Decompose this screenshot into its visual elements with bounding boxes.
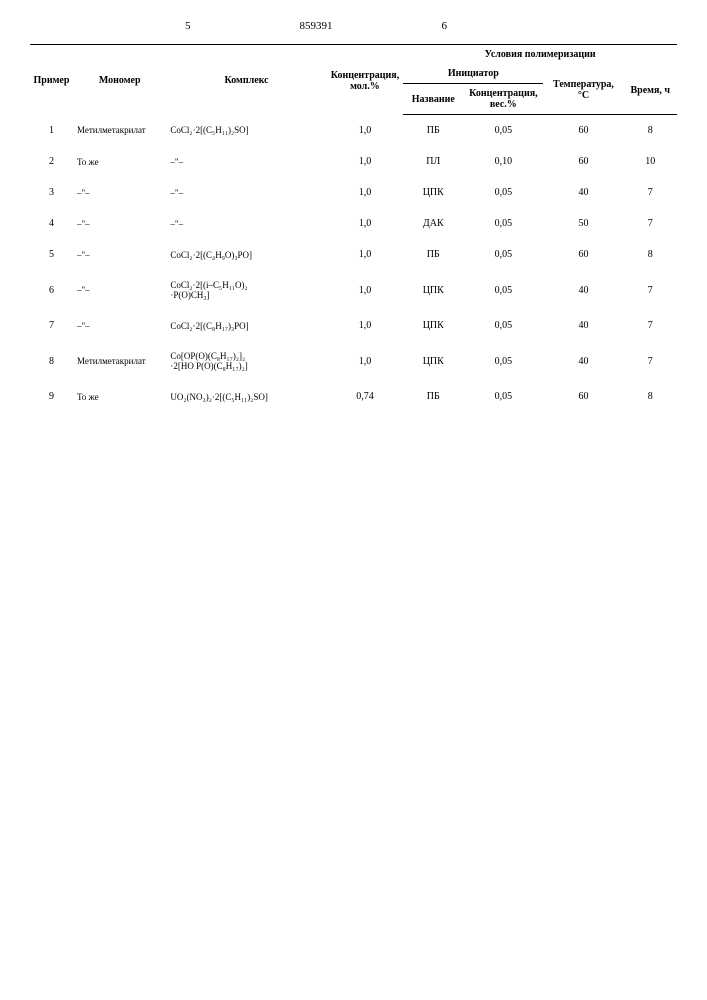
cell-init-konc: 0,05 <box>463 310 543 341</box>
cell-monomer: –"– <box>73 239 166 270</box>
cell-primer: 8 <box>30 341 73 381</box>
cell-init-konc: 0,05 <box>463 208 543 239</box>
cell-monomer: Метилметакрилат <box>73 115 166 147</box>
cell-konc: 1,0 <box>327 208 404 239</box>
cell-time: 7 <box>624 208 677 239</box>
cell-init-konc: 0,10 <box>463 146 543 177</box>
cell-konc: 1,0 <box>327 341 404 381</box>
cell-init-konc: 0,05 <box>463 177 543 208</box>
cell-temp: 60 <box>543 146 623 177</box>
header-far-right: 6 <box>442 20 448 32</box>
table-row: 2То же–"–1,0ПЛ0,106010 <box>30 146 677 177</box>
cell-time: 7 <box>624 341 677 381</box>
cell-primer: 1 <box>30 115 73 147</box>
col-init-konc: Концентрация, вес.% <box>463 84 543 115</box>
cell-komplex: CoCl₂·2[(C₅H₁₁)₂SO] <box>166 115 326 147</box>
table-row: 8МетилметакрилатCo[OP(O)(C₈H₁₇)₂]₂·2[HO … <box>30 341 677 381</box>
col-init-name: Название <box>403 84 463 115</box>
cell-konc: 1,0 <box>327 115 404 147</box>
cell-init-konc: 0,05 <box>463 341 543 381</box>
cell-konc: 1,0 <box>327 310 404 341</box>
cell-komplex: CoCl₂·2[(i–C₅H₁₁O)₂·P(O)CH₃] <box>166 270 326 310</box>
cell-konc: 1,0 <box>327 146 404 177</box>
table-row: 7–"–CoCl₂·2[(C₈H₁₇)₃PO]1,0ЦПК0,05407 <box>30 310 677 341</box>
cell-primer: 4 <box>30 208 73 239</box>
cell-komplex: CoCl₂·2[(C₄H₉O)₃PO] <box>166 239 326 270</box>
table-row: 1МетилметакрилатCoCl₂·2[(C₅H₁₁)₂SO]1,0ПБ… <box>30 115 677 147</box>
cell-konc: 0,74 <box>327 381 404 412</box>
cell-komplex: –"– <box>166 177 326 208</box>
cell-init-name: ЦПК <box>403 341 463 381</box>
col-conditions-group: Условия полимеризации <box>403 45 677 65</box>
cell-temp: 60 <box>543 115 623 147</box>
table-row: 5–"–CoCl₂·2[(C₄H₉O)₃PO]1,0ПБ0,05608 <box>30 239 677 270</box>
cell-temp: 40 <box>543 177 623 208</box>
cell-temp: 40 <box>543 310 623 341</box>
table-row: 3–"––"–1,0ЦПК0,05407 <box>30 177 677 208</box>
col-primer: Пример <box>30 45 73 115</box>
header-left: 5 <box>185 20 191 32</box>
col-komplex: Комплекс <box>166 45 326 115</box>
cell-monomer: –"– <box>73 310 166 341</box>
header-right: 859391 <box>300 20 333 32</box>
cell-monomer: То же <box>73 381 166 412</box>
cell-primer: 5 <box>30 239 73 270</box>
cell-temp: 50 <box>543 208 623 239</box>
cell-time: 8 <box>624 239 677 270</box>
cell-init-konc: 0,05 <box>463 239 543 270</box>
cell-init-name: ДАК <box>403 208 463 239</box>
cell-temp: 40 <box>543 341 623 381</box>
col-initiator-group: Инициатор <box>403 64 543 84</box>
cell-primer: 3 <box>30 177 73 208</box>
cell-init-name: ЦПК <box>403 310 463 341</box>
cell-monomer: –"– <box>73 208 166 239</box>
cell-komplex: –"– <box>166 208 326 239</box>
cell-temp: 40 <box>543 270 623 310</box>
cell-init-name: ПБ <box>403 115 463 147</box>
col-monomer: Мономер <box>73 45 166 115</box>
cell-konc: 1,0 <box>327 270 404 310</box>
cell-temp: 60 <box>543 381 623 412</box>
cell-time: 8 <box>624 115 677 147</box>
cell-time: 10 <box>624 146 677 177</box>
data-table: Пример Мономер Комплекс Концентрация, мо… <box>30 44 677 412</box>
cell-monomer: –"– <box>73 177 166 208</box>
cell-temp: 60 <box>543 239 623 270</box>
cell-primer: 9 <box>30 381 73 412</box>
cell-init-konc: 0,05 <box>463 270 543 310</box>
cell-time: 7 <box>624 177 677 208</box>
cell-init-konc: 0,05 <box>463 115 543 147</box>
cell-time: 7 <box>624 270 677 310</box>
cell-monomer: То же <box>73 146 166 177</box>
col-konc: Концентрация, мол.% <box>327 45 404 115</box>
page-header: 5 859391 6 <box>30 20 677 32</box>
cell-komplex: UO₂(NO₃)₂·2[(C₅H₁₁)₂SO] <box>166 381 326 412</box>
cell-primer: 6 <box>30 270 73 310</box>
table-head: Пример Мономер Комплекс Концентрация, мо… <box>30 45 677 115</box>
table-row: 9То жеUO₂(NO₃)₂·2[(C₅H₁₁)₂SO]0,74ПБ0,056… <box>30 381 677 412</box>
table-row: 6–"–CoCl₂·2[(i–C₅H₁₁O)₂·P(O)CH₃]1,0ЦПК0,… <box>30 270 677 310</box>
cell-primer: 7 <box>30 310 73 341</box>
col-time: Время, ч <box>624 64 677 115</box>
cell-monomer: –"– <box>73 270 166 310</box>
cell-primer: 2 <box>30 146 73 177</box>
cell-konc: 1,0 <box>327 239 404 270</box>
cell-init-name: ЦПК <box>403 270 463 310</box>
cell-init-name: ПБ <box>403 381 463 412</box>
cell-init-name: ЦПК <box>403 177 463 208</box>
cell-time: 7 <box>624 310 677 341</box>
table-row: 4–"––"–1,0ДАК0,05507 <box>30 208 677 239</box>
cell-komplex: Co[OP(O)(C₈H₁₇)₂]₂·2[HO P(O)(C₈H₁₇)₂] <box>166 341 326 381</box>
cell-monomer: Метилметакрилат <box>73 341 166 381</box>
table-body: 1МетилметакрилатCoCl₂·2[(C₅H₁₁)₂SO]1,0ПБ… <box>30 115 677 413</box>
cell-komplex: –"– <box>166 146 326 177</box>
cell-time: 8 <box>624 381 677 412</box>
cell-init-name: ПЛ <box>403 146 463 177</box>
cell-init-konc: 0,05 <box>463 381 543 412</box>
cell-init-name: ПБ <box>403 239 463 270</box>
col-temp: Температура, °C <box>543 64 623 115</box>
cell-komplex: CoCl₂·2[(C₈H₁₇)₃PO] <box>166 310 326 341</box>
cell-konc: 1,0 <box>327 177 404 208</box>
